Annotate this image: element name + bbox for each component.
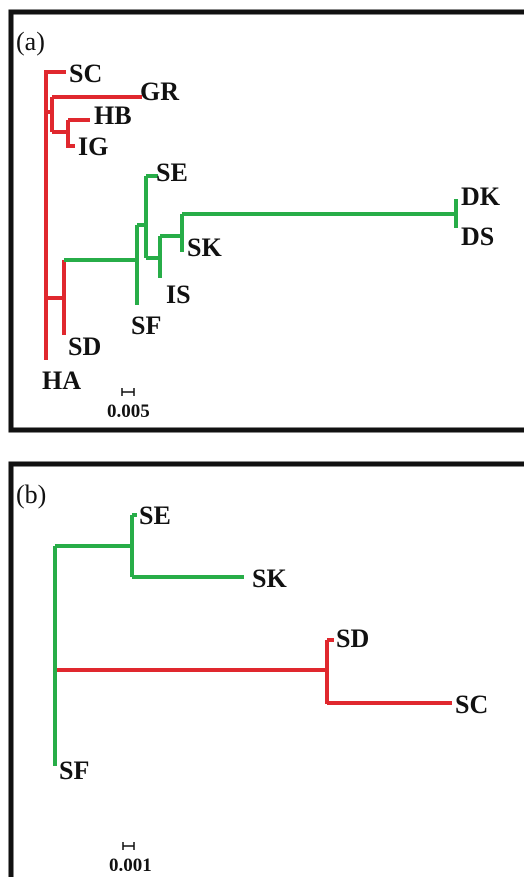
taxon-label-sd: SD xyxy=(336,624,369,653)
taxon-label-sf: SF xyxy=(59,756,89,785)
panel-b-label: (b) xyxy=(16,480,46,509)
taxon-label-ig: IG xyxy=(78,132,108,161)
panel-b: (b) SE SK SD SC SF 0.001 xyxy=(8,461,524,877)
taxon-label-se: SE xyxy=(139,501,171,530)
panel-b-scale-bar xyxy=(122,842,135,850)
panel-a: (a) xyxy=(8,9,524,433)
panel-a-scale-label: 0.005 xyxy=(107,401,150,422)
panel-b-frame xyxy=(8,461,524,877)
taxon-label-sc: SC xyxy=(455,690,488,719)
panel-b-scale-label: 0.001 xyxy=(109,855,152,876)
taxon-label-dk: DK xyxy=(461,182,501,211)
taxon-label-hb: HB xyxy=(94,101,132,130)
taxon-label-ha: HA xyxy=(42,366,81,395)
taxon-label-sd: SD xyxy=(68,332,101,361)
panel-a-scale-bar xyxy=(121,388,135,396)
panel-a-green-clade xyxy=(64,174,458,305)
taxon-label-se: SE xyxy=(156,158,188,187)
panel-a-label: (a) xyxy=(16,27,45,56)
taxon-label-sk: SK xyxy=(252,564,287,593)
taxon-label-sf: SF xyxy=(131,311,161,340)
taxon-label-ds: DS xyxy=(461,222,494,251)
panel-b-green-clade xyxy=(53,513,244,766)
taxon-label-sc: SC xyxy=(69,59,102,88)
panel-b-red-clade xyxy=(57,638,452,705)
panel-a-frame xyxy=(8,9,524,433)
taxon-label-sk: SK xyxy=(187,233,222,262)
panel-a-red-clade xyxy=(44,70,142,360)
taxon-label-is: IS xyxy=(166,280,191,309)
taxon-label-gr: GR xyxy=(140,77,179,106)
